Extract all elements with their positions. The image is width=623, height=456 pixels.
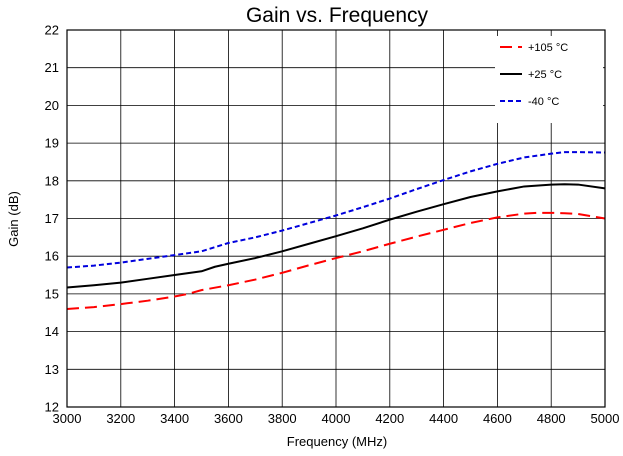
y-tick-labels: 12 13 14 15 16 17 18 19 20 21 22 <box>45 23 59 415</box>
x-tick-label: 4400 <box>429 411 458 426</box>
y-tick-label: 15 <box>45 286 59 301</box>
x-tick-label: 4600 <box>483 411 512 426</box>
x-tick-labels: 3000 3200 3400 3600 3800 4000 4200 4400 4600 4800… <box>53 411 620 426</box>
x-tick-label: 4200 <box>375 411 404 426</box>
y-tick-label: 19 <box>45 136 59 151</box>
legend: +105 °C +25 °C -40 °C <box>495 36 603 123</box>
legend-label: +105 °C <box>528 42 568 54</box>
x-axis-label: Frequency (MHz) <box>287 434 387 449</box>
x-tick-label: 5000 <box>591 411 620 426</box>
legend-label: -40 °C <box>528 96 559 108</box>
legend-label: +25 °C <box>528 69 562 81</box>
y-tick-label: 21 <box>45 60 59 75</box>
x-tick-label: 3800 <box>268 411 297 426</box>
y-tick-label: 13 <box>45 362 59 377</box>
y-tick-label: 17 <box>45 211 59 226</box>
y-tick-label: 22 <box>45 23 59 38</box>
plot-frame <box>66 29 606 408</box>
series-lines <box>66 151 606 310</box>
y-tick-label: 20 <box>45 98 59 113</box>
x-tick-label: 3600 <box>214 411 243 426</box>
y-axis-label: Gain (dB) <box>6 191 21 247</box>
series-line-105c <box>66 211 606 310</box>
y-tick-label: 18 <box>45 173 59 188</box>
x-tick-label: 3200 <box>106 411 135 426</box>
series-line-m40c <box>66 151 606 269</box>
x-tick-label: 4800 <box>537 411 566 426</box>
series-line-25c <box>66 183 606 289</box>
legend-box <box>495 36 603 123</box>
y-tick-label: 14 <box>45 324 59 339</box>
y-tick-label: 12 <box>45 400 59 415</box>
x-tick-label: 4000 <box>322 411 351 426</box>
chart-title: Gain vs. Frequency <box>246 4 429 27</box>
x-tick-label: 3000 <box>53 411 82 426</box>
x-tick-label: 3400 <box>160 411 189 426</box>
y-tick-label: 16 <box>45 249 59 264</box>
